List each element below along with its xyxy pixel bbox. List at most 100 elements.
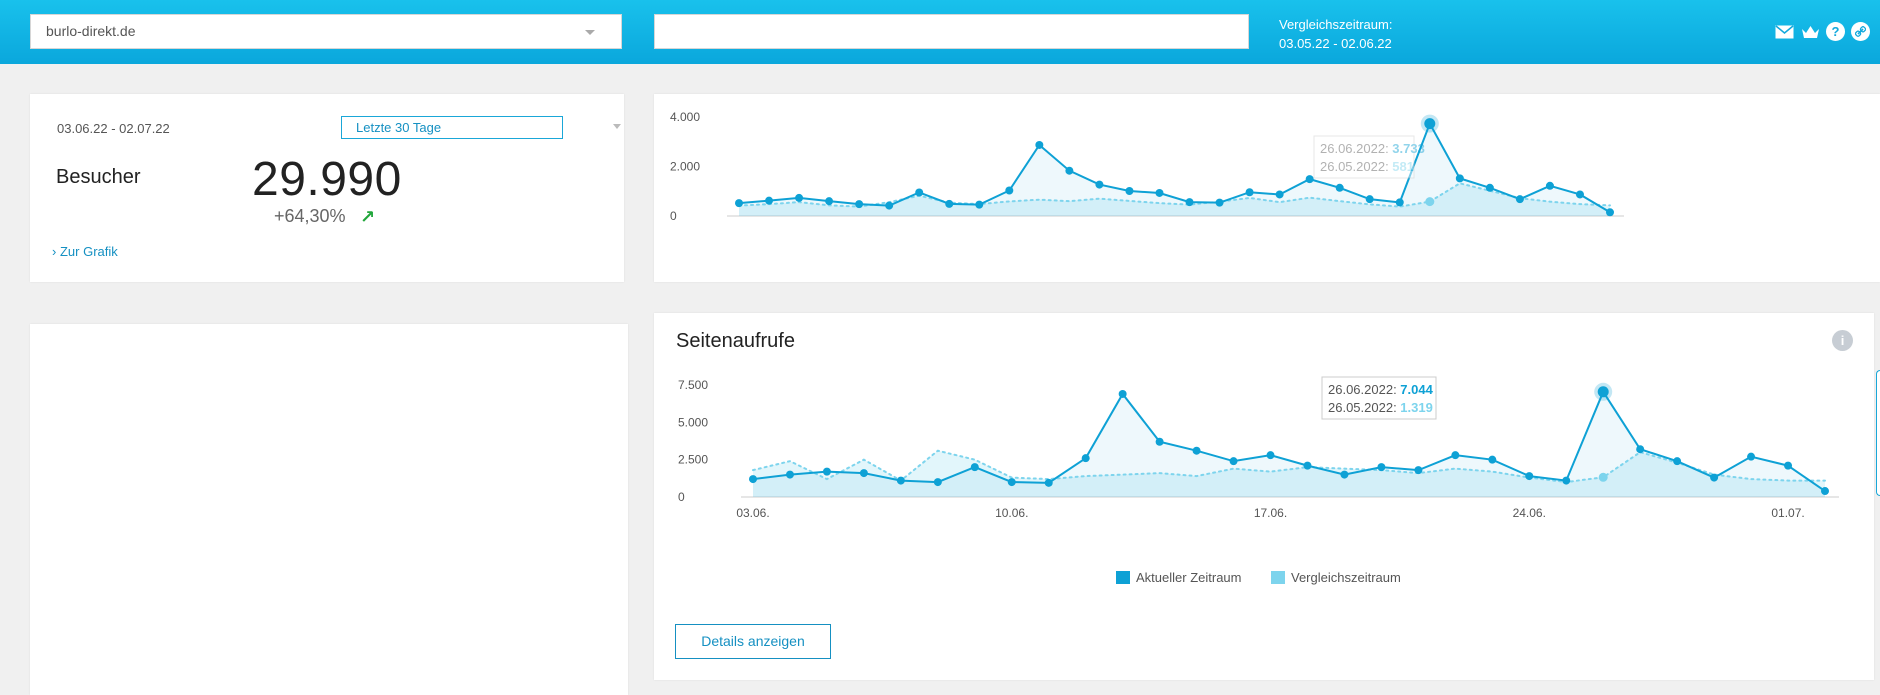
current-data-point bbox=[1118, 389, 1127, 398]
current-data-point bbox=[1575, 190, 1584, 199]
y-tick-label: 7.500 bbox=[678, 378, 708, 392]
compare-label: Vergleichszeitraum: bbox=[1279, 17, 1393, 32]
current-data-point bbox=[1597, 386, 1609, 398]
current-area bbox=[753, 391, 1825, 497]
current-data-point bbox=[1266, 451, 1275, 460]
visitors-chart-card: 0 2.000 4.000 26.06.2022: 3.733 26.05.2022: … bbox=[654, 94, 1880, 282]
current-area bbox=[739, 123, 1610, 216]
current-data-point bbox=[1710, 473, 1719, 482]
current-data-point bbox=[975, 200, 984, 209]
search-input[interactable] bbox=[654, 14, 1249, 49]
current-data-point bbox=[1229, 457, 1238, 466]
comparison-data-point bbox=[1425, 197, 1435, 207]
legend-label-comparison: Vergleichszeitraum bbox=[1291, 570, 1401, 585]
visitors-card: 03.06.22 - 02.07.22 Letzte 30 Tage Besuc… bbox=[30, 94, 624, 282]
x-tick-label: 10.06. bbox=[995, 506, 1028, 520]
site-select-value: burlo-direkt.de bbox=[46, 23, 136, 39]
current-data-point bbox=[1155, 437, 1164, 446]
pageviews-chart: 0 2.500 5.000 7.500 03.06. 10.06. 17.06. 24.06.… bbox=[678, 376, 1839, 585]
site-select[interactable]: burlo-direkt.de bbox=[30, 14, 622, 49]
current-data-point bbox=[1305, 175, 1314, 184]
current-data-point bbox=[1095, 180, 1104, 189]
x-tick-label: 17.06. bbox=[1254, 506, 1287, 520]
current-data-point bbox=[1488, 455, 1497, 464]
help-icon[interactable]: ? bbox=[1826, 22, 1845, 41]
tooltip-current-label: 26.06.2022: 3.733 bbox=[1320, 141, 1425, 156]
current-data-point bbox=[785, 470, 794, 479]
current-series-line bbox=[738, 121, 1611, 214]
current-data-point bbox=[1303, 461, 1312, 470]
current-data-point bbox=[1245, 188, 1254, 197]
current-data-point bbox=[1377, 463, 1386, 472]
current-data-point bbox=[970, 463, 979, 472]
chevron-down-icon bbox=[585, 30, 595, 35]
current-data-point bbox=[885, 201, 894, 210]
empty-card bbox=[30, 324, 628, 695]
current-data-point bbox=[1784, 461, 1793, 470]
current-data-point bbox=[749, 475, 757, 484]
current-data-point bbox=[1215, 198, 1224, 207]
current-data-point bbox=[1192, 446, 1201, 455]
to-chart-link[interactable]: › Zur Grafik bbox=[52, 244, 118, 259]
current-data-point bbox=[795, 193, 804, 202]
tooltip: 26.06.2022: 3.733 26.05.2022: 581 bbox=[1313, 135, 1425, 179]
current-data-point bbox=[855, 200, 864, 209]
current-data-point bbox=[1673, 457, 1682, 466]
y-tick-label: 4.000 bbox=[670, 110, 700, 124]
current-data-point bbox=[1485, 183, 1494, 192]
current-data-point bbox=[1340, 470, 1349, 479]
current-data-point bbox=[933, 478, 942, 487]
tooltip-current-label: 26.06.2022: 7.044 bbox=[1328, 382, 1434, 397]
top-bar: burlo-direkt.de Vergleichszeitraum: 03.0… bbox=[0, 0, 1880, 64]
visitors-label: Besucher bbox=[56, 166, 141, 188]
compare-period: Vergleichszeitraum: 03.05.22 - 02.06.22 bbox=[1279, 15, 1392, 53]
current-data-point bbox=[896, 476, 905, 485]
crown-icon[interactable] bbox=[1800, 22, 1820, 42]
current-data-point bbox=[1395, 198, 1404, 207]
current-data-point bbox=[1606, 208, 1614, 217]
current-data-point bbox=[1455, 174, 1464, 183]
comparison-series-line bbox=[752, 449, 1826, 484]
info-icon[interactable]: i bbox=[1832, 330, 1853, 351]
y-tick-label: 5.000 bbox=[678, 415, 708, 429]
date-range: 03.06.22 - 02.07.22 bbox=[57, 121, 170, 136]
pageviews-card: Seitenaufrufe i 0 2.500 5.000 7.500 03.06. 10… bbox=[654, 313, 1874, 680]
current-data-point bbox=[1636, 445, 1645, 454]
compare-range: 03.05.22 - 02.06.22 bbox=[1279, 36, 1392, 51]
comparison-area bbox=[753, 450, 1825, 497]
tooltip-box bbox=[1313, 135, 1415, 179]
mail-icon[interactable] bbox=[1774, 22, 1794, 42]
current-data-point bbox=[1515, 195, 1524, 204]
current-data-point bbox=[1044, 478, 1053, 487]
link-icon[interactable] bbox=[1851, 22, 1870, 41]
tooltip-current-value: 7.044 bbox=[1400, 382, 1433, 397]
current-data-point bbox=[1275, 190, 1284, 199]
chevron-down-icon[interactable] bbox=[613, 124, 621, 129]
tooltip-comparison-label: 26.05.2022: 1.319 bbox=[1328, 400, 1433, 415]
visitors-chart: 0 2.000 4.000 26.06.2022: 3.733 26.05.2022: … bbox=[670, 110, 1624, 223]
details-button[interactable]: Details anzeigen bbox=[675, 624, 831, 659]
current-data-point bbox=[1451, 451, 1460, 460]
legend-swatch-current bbox=[1116, 571, 1130, 584]
period-select[interactable]: Letzte 30 Tage bbox=[341, 116, 563, 139]
current-series-line bbox=[752, 389, 1826, 492]
current-data-point bbox=[1525, 472, 1534, 481]
x-tick-label: 01.07. bbox=[1771, 506, 1804, 520]
current-data-point bbox=[1821, 487, 1829, 496]
current-data-point bbox=[1155, 188, 1164, 197]
current-data-point bbox=[1424, 118, 1436, 130]
tooltip: 26.06.2022: 7.044 26.05.2022: 1.319 bbox=[1321, 376, 1437, 420]
comparison-area bbox=[739, 183, 1610, 216]
tooltip-comparison-label: 26.05.2022: 581 bbox=[1320, 159, 1414, 174]
current-data-point bbox=[1065, 166, 1074, 175]
current-data-point bbox=[1125, 187, 1134, 196]
side-tab[interactable] bbox=[1876, 370, 1880, 496]
current-data-point bbox=[735, 199, 743, 208]
current-data-point bbox=[1007, 478, 1016, 487]
x-tick-label: 03.06. bbox=[736, 506, 769, 520]
tooltip-box bbox=[1321, 376, 1437, 420]
to-chart-label: Zur Grafik bbox=[59, 244, 118, 259]
y-tick-label: 2.000 bbox=[670, 160, 700, 174]
current-data-point bbox=[859, 469, 868, 478]
chevron-right-icon: › bbox=[52, 244, 57, 259]
